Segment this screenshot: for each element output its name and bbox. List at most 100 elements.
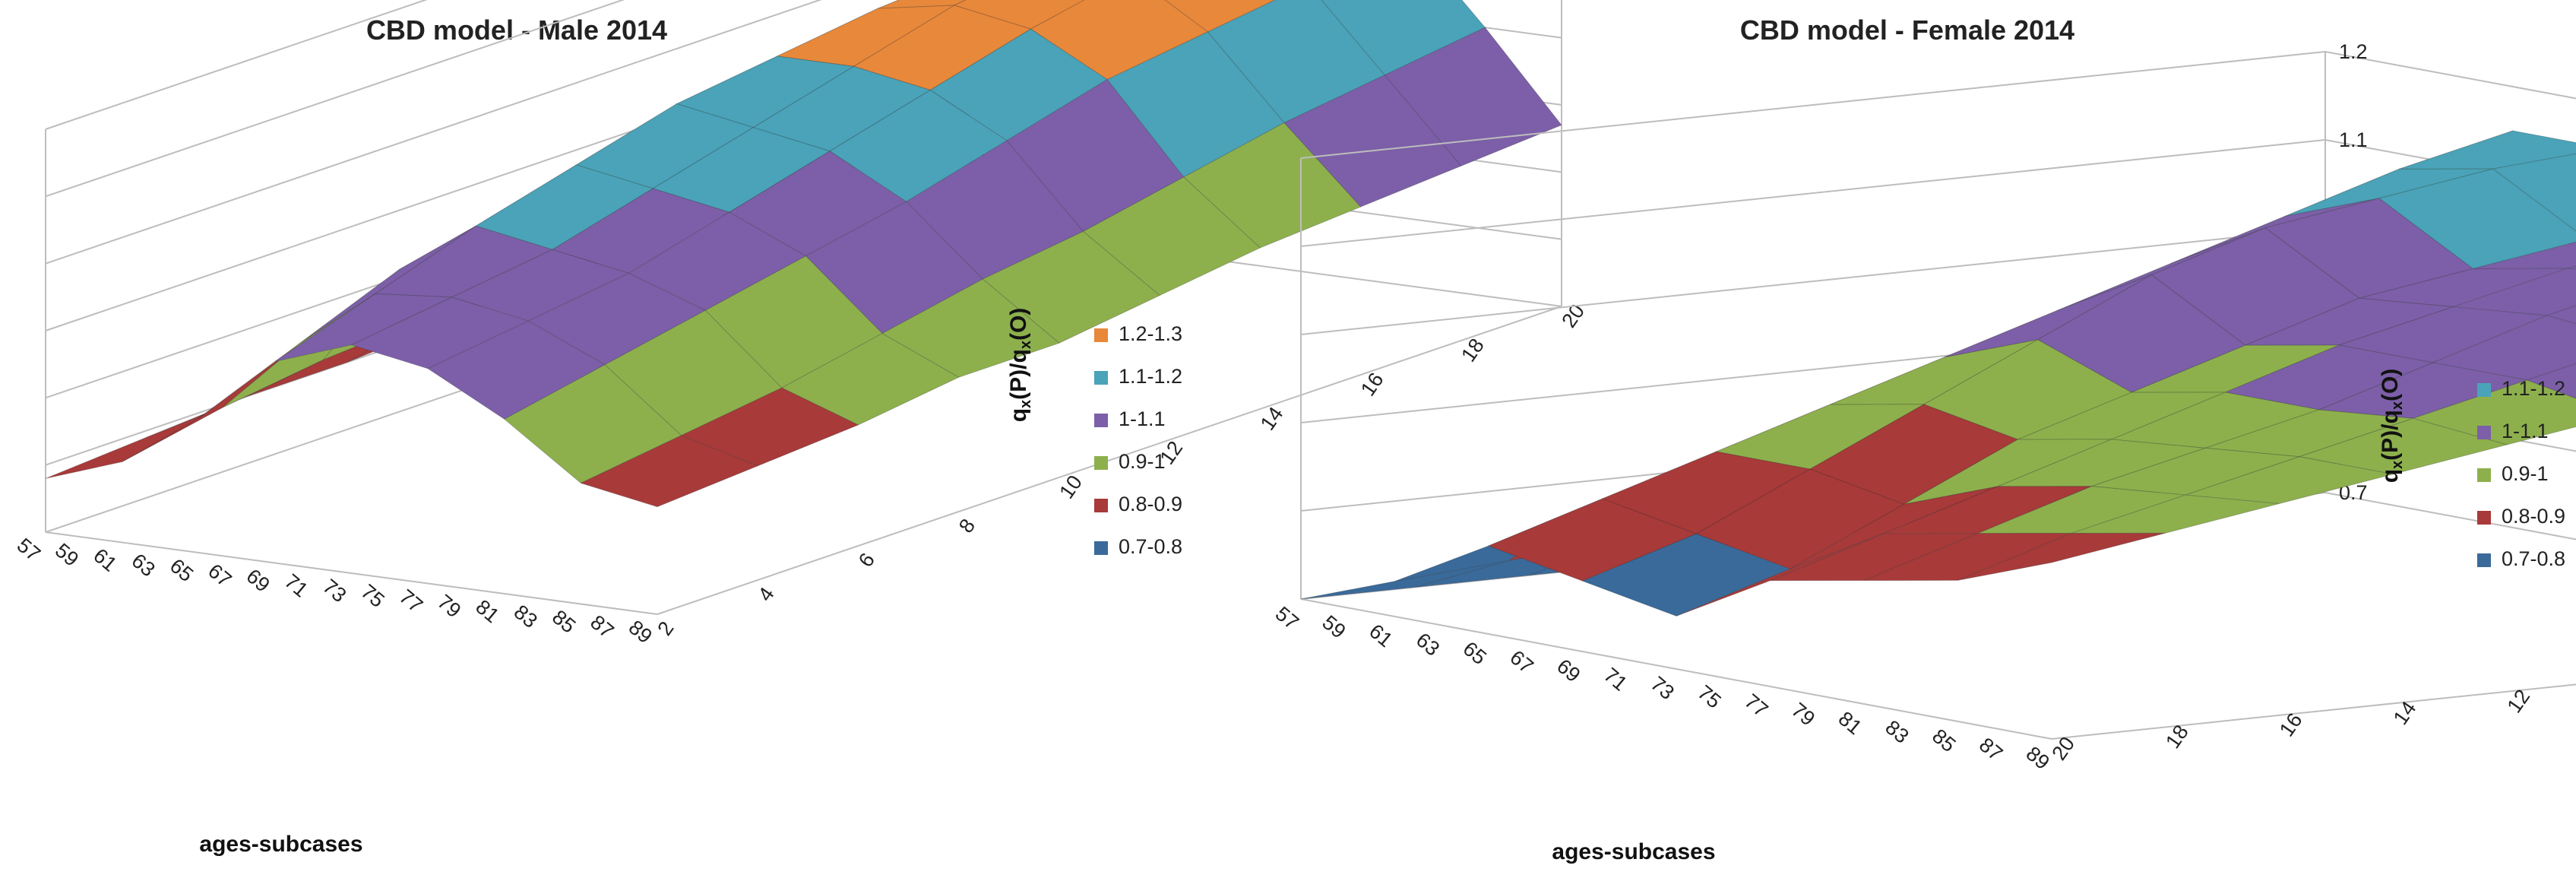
x-tick-label: 61 [1365, 620, 1397, 651]
surface-patch [1957, 532, 2166, 581]
gridline [45, 0, 625, 198]
surface-patch [2399, 130, 2576, 170]
y-tick-label: 6 [854, 549, 879, 572]
x-tick-label: 67 [204, 560, 236, 591]
chart-title: CBD model - Female 2014 [1740, 14, 2074, 46]
surface-patch [982, 230, 1161, 344]
male-surface-chart: CBD model - Male 20140.70.80.911.11.21.3… [13, 0, 1589, 857]
legend: 1.1-1.2 1-1.1 0.9-1 0.8-0.9 0.7-0.8 [2477, 377, 2565, 570]
legend-swatch [1094, 499, 1108, 512]
legend-label: 0.9-1 [1119, 450, 1166, 473]
surface-patch [2297, 417, 2509, 475]
x-tick-label: 73 [1647, 672, 1679, 704]
legend-label: 0.8-0.9 [1119, 493, 1182, 515]
legend: 1.2-1.3 1.1-1.2 1-1.1 0.9-1 0.8-0.9 0.7-0.8 [1094, 322, 1182, 558]
x-tick-label: 69 [242, 564, 274, 596]
surface [45, 0, 1562, 508]
floor-edge [1300, 598, 2052, 740]
y-tick-label: 8 [954, 515, 979, 537]
legend-label: 1.1-1.2 [2502, 377, 2565, 400]
female-surface-chart: CBD model - Female 20140.70.80.911.11.25… [1271, 14, 2576, 864]
legend-label: 0.8-0.9 [2502, 505, 2565, 528]
x-tick-label: 83 [1881, 715, 1913, 747]
x-tick-label: 89 [2022, 742, 2054, 774]
floor-edge [45, 531, 658, 615]
x-tick-label: 59 [1318, 610, 1350, 642]
x-axis-title: ages-subcases [199, 832, 362, 857]
surface-patch [953, 0, 1086, 30]
x-tick-label: 81 [1834, 707, 1866, 739]
x-tick-label: 57 [1271, 602, 1303, 634]
x-tick-label: 67 [1505, 645, 1537, 677]
floor-edge [2051, 683, 2576, 740]
x-tick-label: 59 [51, 539, 83, 571]
x-tick-label: 85 [548, 605, 580, 637]
surface-patch [881, 278, 1060, 378]
legend-swatch [2477, 553, 2491, 567]
x-tick-label: 79 [433, 590, 465, 622]
x-tick-label: 77 [1740, 690, 1772, 721]
legend-label: 1-1.1 [1119, 407, 1166, 430]
chart-title: CBD model - Male 2014 [366, 14, 667, 46]
x-tick-label: 83 [510, 601, 542, 632]
legend-swatch [2477, 468, 2491, 482]
x-tick-label: 77 [395, 585, 427, 617]
floor-edge [657, 306, 1562, 615]
z-axis-title: qx(P)/qx(O) [2378, 369, 2406, 483]
x-tick-label: 63 [128, 549, 160, 581]
z-axis-title: qx(P)/qx(O) [1006, 308, 1034, 423]
legend-swatch [1094, 541, 1108, 555]
legend-swatch [2477, 383, 2491, 397]
legend-label: 0.9-1 [2502, 462, 2549, 485]
x-tick-label: 61 [89, 544, 121, 575]
legend-label: 1.1-1.2 [1119, 365, 1182, 388]
x-tick-label: 65 [166, 554, 198, 586]
surface-patch [2453, 268, 2576, 316]
surface-patch [2566, 265, 2576, 270]
x-tick-label: 73 [318, 575, 350, 607]
legend-swatch [1094, 414, 1108, 427]
surface-patch [2525, 363, 2576, 399]
x-tick-label: 63 [1412, 628, 1444, 660]
surface-patch [780, 333, 960, 426]
legend-label: 0.7-0.8 [2502, 547, 2565, 570]
x-tick-label: 89 [625, 616, 657, 648]
x-tick-label: 71 [280, 569, 312, 601]
x-tick-label: 87 [1975, 733, 2007, 765]
x-tick-label: 75 [356, 580, 388, 612]
x-axis-title: ages-subcases [1552, 839, 1715, 864]
surface [1300, 130, 2576, 617]
legend-swatch [1094, 456, 1108, 470]
x-tick-label: 79 [1787, 698, 1819, 730]
x-tick-label: 81 [471, 595, 503, 627]
surface-patch [1182, 122, 1362, 249]
legend-swatch [2477, 511, 2491, 525]
surface-patch [45, 407, 223, 479]
gridline [45, 0, 428, 130]
x-tick-label: 57 [13, 534, 45, 566]
surface-patch [2545, 305, 2576, 325]
y-tick-label: 18 [1457, 334, 1489, 366]
z-tick-label: 1.1 [2339, 128, 2368, 151]
x-tick-label: 65 [1459, 637, 1491, 669]
y-tick-label: 14 [1256, 403, 1288, 435]
x-tick-label: 71 [1600, 663, 1631, 695]
y-tick-label: 2 [653, 617, 678, 640]
x-tick-label: 69 [1552, 655, 1584, 686]
legend-swatch [1094, 371, 1108, 385]
surface-patch [580, 435, 759, 508]
surface-patch [1283, 75, 1462, 208]
z-tick-label: 1.2 [2339, 40, 2368, 63]
surface-patch [2071, 494, 2280, 534]
x-tick-label: 75 [1693, 680, 1725, 712]
legend-label: 0.7-0.8 [1119, 535, 1182, 558]
y-tick-label: 16 [1356, 369, 1388, 401]
surface-patch [1164, 0, 1277, 33]
legend-label: 1-1.1 [2502, 420, 2549, 442]
legend-swatch [1094, 328, 1108, 342]
legend-label: 1.2-1.3 [1119, 322, 1182, 345]
y-tick-label: 10 [1055, 471, 1087, 503]
x-tick-label: 87 [586, 610, 618, 642]
surface-patch [1082, 176, 1261, 296]
